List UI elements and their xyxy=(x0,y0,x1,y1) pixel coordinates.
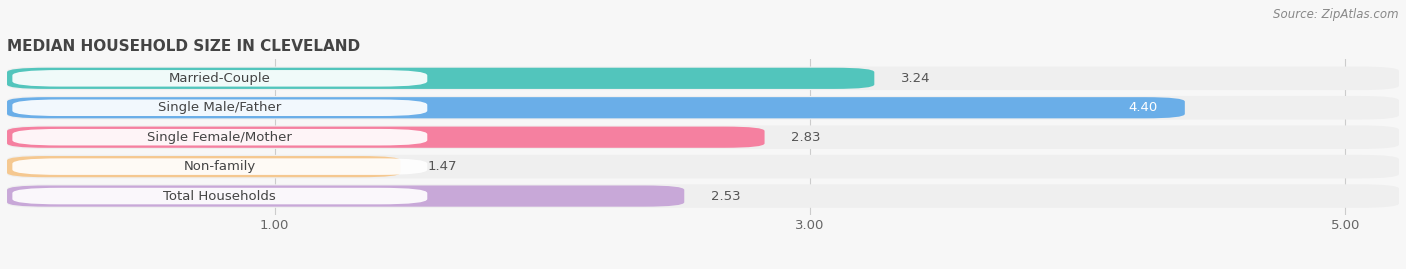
Text: Source: ZipAtlas.com: Source: ZipAtlas.com xyxy=(1274,8,1399,21)
FancyBboxPatch shape xyxy=(7,97,1185,118)
FancyBboxPatch shape xyxy=(7,68,875,89)
Text: 2.83: 2.83 xyxy=(792,131,821,144)
FancyBboxPatch shape xyxy=(7,185,685,207)
Text: 2.53: 2.53 xyxy=(711,190,741,203)
FancyBboxPatch shape xyxy=(7,66,1399,90)
FancyBboxPatch shape xyxy=(13,70,427,87)
Text: Married-Couple: Married-Couple xyxy=(169,72,271,85)
Text: MEDIAN HOUSEHOLD SIZE IN CLEVELAND: MEDIAN HOUSEHOLD SIZE IN CLEVELAND xyxy=(7,39,360,54)
Text: Single Female/Mother: Single Female/Mother xyxy=(148,131,292,144)
FancyBboxPatch shape xyxy=(13,158,427,175)
FancyBboxPatch shape xyxy=(13,188,427,204)
FancyBboxPatch shape xyxy=(13,129,427,146)
Text: Non-family: Non-family xyxy=(184,160,256,173)
FancyBboxPatch shape xyxy=(7,184,1399,208)
FancyBboxPatch shape xyxy=(7,127,765,148)
Text: 3.24: 3.24 xyxy=(901,72,931,85)
FancyBboxPatch shape xyxy=(7,96,1399,119)
FancyBboxPatch shape xyxy=(7,125,1399,149)
Text: Total Households: Total Households xyxy=(163,190,276,203)
Text: 4.40: 4.40 xyxy=(1129,101,1159,114)
Text: Single Male/Father: Single Male/Father xyxy=(159,101,281,114)
FancyBboxPatch shape xyxy=(13,100,427,116)
Text: 1.47: 1.47 xyxy=(427,160,457,173)
FancyBboxPatch shape xyxy=(7,155,1399,178)
FancyBboxPatch shape xyxy=(7,156,401,177)
